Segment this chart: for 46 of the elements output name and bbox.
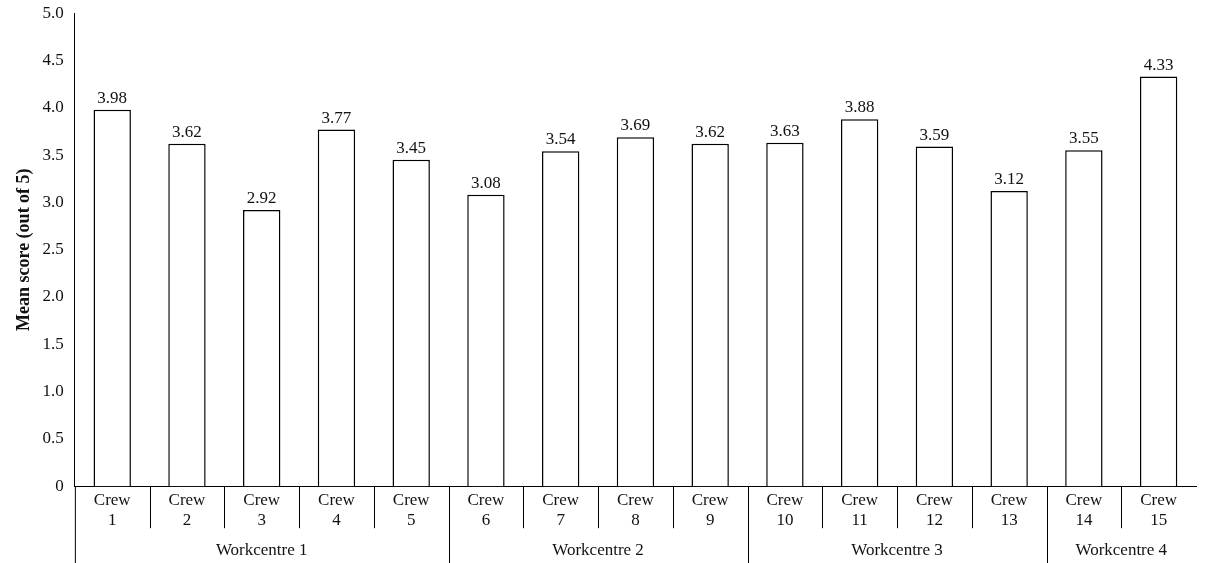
x-tick-label: Crew 13 (990, 489, 1029, 530)
x-tick-label: Crew 14 (1065, 489, 1104, 530)
data-label: 3.88 (844, 97, 875, 117)
x-tick-label: Crew 2 (168, 489, 207, 530)
x-tick-label: Crew 1 (93, 489, 132, 530)
data-label: 3.54 (545, 129, 577, 149)
data-label: 2.92 (246, 187, 277, 207)
y-tick-label: 5.0 (42, 2, 64, 22)
y-tick-label: 0 (55, 475, 64, 495)
data-label: 3.63 (770, 120, 800, 140)
x-tick-label: Crew 4 (318, 489, 356, 530)
x-tick-label: Crew 11 (841, 489, 879, 530)
x-tick-label: Crew 8 (617, 489, 655, 530)
text: Workcentre 2 (552, 540, 644, 560)
data-label: 4.33 (1143, 54, 1174, 74)
text: Workcentre 3 (851, 540, 943, 560)
data-label: 3.62 (172, 121, 202, 141)
data-label: 3.12 (994, 169, 1025, 189)
text: Workcentre 1 (215, 540, 308, 560)
y-tick-label: 3.0 (42, 191, 64, 211)
x-tick-label: Crew 15 (1140, 489, 1178, 530)
x-tick-label: Crew 3 (243, 489, 281, 530)
x-tick-label: Crew 5 (392, 489, 431, 530)
y-tick-label: 0.5 (42, 428, 64, 448)
y-tick-label: 2.5 (42, 239, 64, 259)
data-label: 3.45 (396, 137, 427, 157)
text: Workcentre 4 (1075, 540, 1168, 560)
x-tick-label: Crew 6 (467, 489, 506, 530)
data-label: 3.55 (1069, 128, 1099, 148)
x-tick-label: Crew 7 (542, 489, 580, 530)
data-label: 3.77 (321, 107, 352, 127)
y-tick-label: 4.5 (42, 49, 64, 69)
x-tick-label: Crew 10 (766, 489, 805, 530)
x-tick-label: Crew 12 (915, 489, 954, 530)
data-label: 3.69 (620, 115, 651, 135)
y-tick-label: 1.0 (42, 381, 64, 401)
y-axis-title: Mean score (out of 5) (13, 168, 35, 332)
y-tick-label: 3.5 (42, 144, 64, 164)
data-label: 3.59 (919, 124, 950, 144)
data-label: 3.62 (695, 121, 726, 141)
data-label: 3.98 (97, 87, 128, 107)
y-tick-label: 1.5 (42, 333, 64, 353)
y-tick-label: 4.0 (42, 97, 64, 117)
data-label: 3.08 (471, 172, 501, 192)
x-tick-label: Crew 9 (691, 489, 730, 530)
y-tick-label: 2.0 (42, 286, 64, 306)
